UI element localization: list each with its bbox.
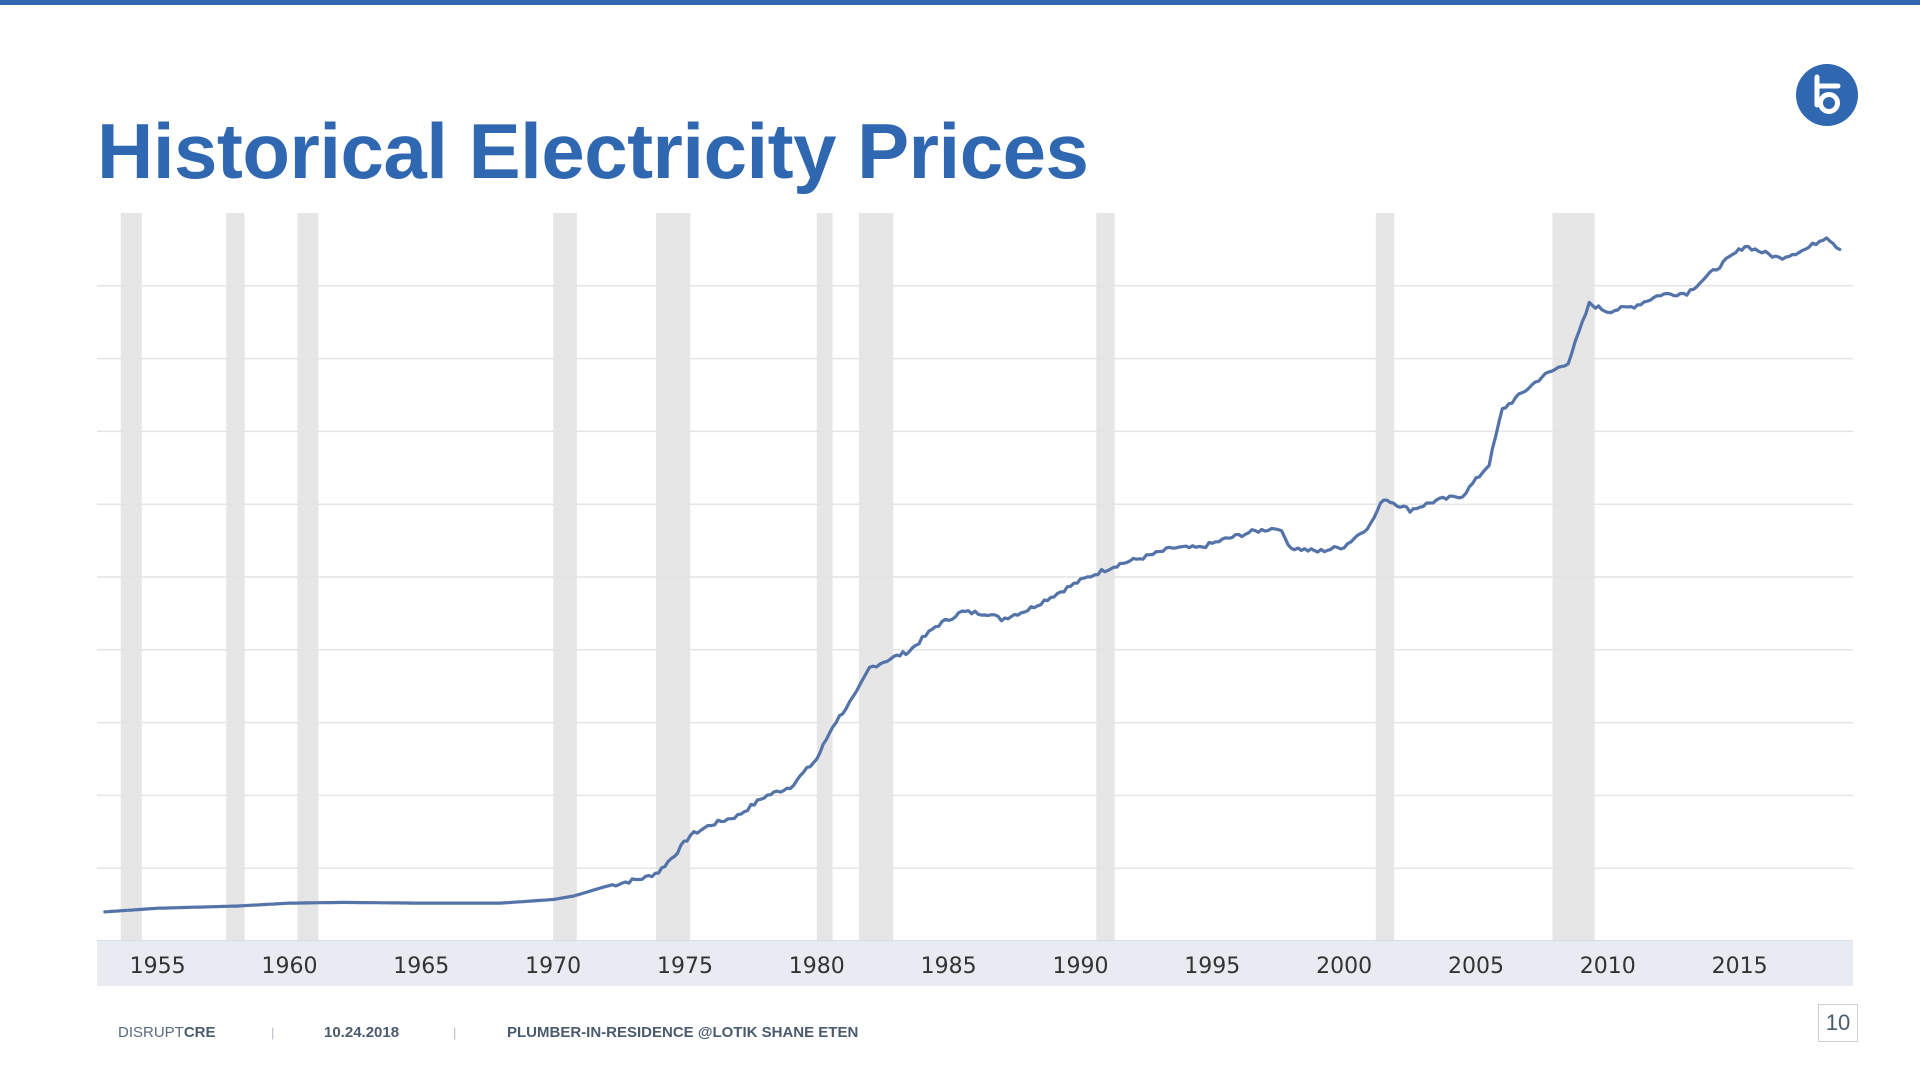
x-tick-label: 2015	[1712, 954, 1768, 979]
x-tick-label: 1995	[1184, 954, 1240, 979]
series-line	[103, 236, 1842, 914]
x-tick-label: 1975	[657, 954, 713, 979]
footer-brand: DISRUPTCRE	[118, 1023, 216, 1043]
footer-separator: |	[271, 1025, 275, 1040]
x-tick-label: 2005	[1448, 954, 1504, 979]
x-tick-label: 1955	[130, 954, 186, 979]
company-logo-icon	[1796, 64, 1858, 126]
x-axis-ticks: 1955 1960 1965 1970 1975 1980 1985 1990 1995 2000…	[130, 954, 1768, 979]
x-tick-label: 2000	[1316, 954, 1372, 979]
x-tick-label: 1990	[1052, 954, 1108, 979]
x-axis-band	[97, 941, 1853, 986]
x-tick-label: 1965	[393, 954, 449, 979]
footer-brand-bold: CRE	[183, 1024, 216, 1041]
top-accent-bar	[0, 0, 1920, 5]
x-tick-label: 1985	[921, 954, 977, 979]
x-tick-label: 1980	[789, 954, 845, 979]
slide-title: Historical Electricity Prices	[97, 107, 1089, 195]
footer-date: 10.24.2018	[324, 1024, 400, 1041]
footer-brand-light: DISRUPT	[118, 1024, 184, 1041]
page-number: 10	[1818, 1004, 1858, 1042]
x-tick-label: 1970	[525, 954, 581, 979]
series-lines	[103, 236, 1842, 914]
footer-credit: PLUMBER-IN-RESIDENCE @LOTIK SHANE ETEN	[507, 1024, 859, 1041]
x-tick-label: 1960	[261, 954, 317, 979]
footer-separator: |	[453, 1025, 457, 1040]
x-tick-label: 2010	[1580, 954, 1636, 979]
